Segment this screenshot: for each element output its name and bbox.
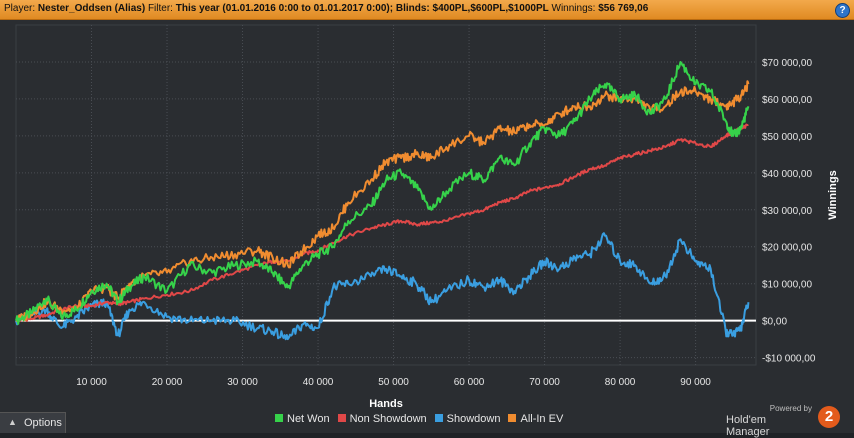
- y-tick-label: $0,00: [762, 317, 787, 328]
- chart-legend: Net Won Non Showdown Showdown All-In EV: [275, 413, 571, 427]
- y-tick-label: $60 000,00: [762, 95, 812, 106]
- x-tick-label: 90 000: [680, 377, 711, 388]
- y-tick-label: $20 000,00: [762, 243, 812, 254]
- options-label: Options: [24, 417, 62, 429]
- brand-badge-icon: 2: [818, 406, 840, 428]
- x-tick-label: 30 000: [227, 377, 258, 388]
- y-tick-label: $40 000,00: [762, 169, 812, 180]
- header-text: Player: Nester_Oddsen (Alias) Filter: Th…: [4, 3, 648, 14]
- legend-swatch: [508, 414, 517, 422]
- y-tick-label: $10 000,00: [762, 280, 812, 291]
- x-tick-label: 70 000: [529, 377, 560, 388]
- options-button[interactable]: ▲ Options: [0, 412, 66, 433]
- plot-area: [15, 24, 757, 366]
- legend-swatch: [275, 414, 283, 422]
- y-tick-label: $50 000,00: [762, 132, 812, 143]
- x-tick-label: 80 000: [605, 377, 636, 388]
- help-icon[interactable]: ?: [835, 3, 850, 18]
- caret-up-icon: ▲: [8, 417, 17, 427]
- legend-item[interactable]: All-In EV: [508, 413, 563, 425]
- y-tick-label: $30 000,00: [762, 206, 812, 217]
- legend-label: All-In EV: [520, 413, 564, 425]
- x-tick-label: 10 000: [76, 377, 107, 388]
- legend-swatch: [434, 414, 443, 422]
- series-line-net-won: [15, 61, 750, 325]
- x-tick-label: 50 000: [378, 377, 409, 388]
- winnings-value: $56 769,06: [598, 3, 649, 14]
- x-tick-label: 60 000: [454, 377, 485, 388]
- brand-logo: Powered by Hold'em Manager 2: [726, 404, 846, 438]
- x-axis-label: Hands: [369, 398, 403, 410]
- winnings-label: Winnings:: [551, 3, 596, 14]
- legend-item[interactable]: Showdown: [434, 413, 501, 425]
- series-line-showdown: [15, 232, 750, 341]
- winnings-chart: 10 000 20 000 30 000 40 000 50 000 60 000 70 0…: [15, 24, 839, 410]
- legend-swatch: [337, 414, 346, 422]
- powered-by-text: Powered by: [769, 404, 812, 413]
- y-axis-label: Winnings: [827, 170, 839, 219]
- x-tick-label: 20 000: [152, 377, 183, 388]
- player-label: Player:: [4, 3, 36, 14]
- series-line-non-showdown: [15, 123, 749, 322]
- legend-label: Showdown: [446, 413, 501, 425]
- legend-label: Net Won: [287, 413, 330, 425]
- x-tick-label: 40 000: [303, 377, 334, 388]
- y-tick-label: $70 000,00: [762, 58, 812, 69]
- legend-label: Non Showdown: [349, 413, 427, 425]
- filter-value: This year (01.01.2016 0:00 to 01.01.2017…: [175, 3, 549, 14]
- legend-item[interactable]: Net Won: [275, 413, 330, 425]
- y-tick-label: -$10 000,00: [762, 354, 816, 365]
- filter-label: Filter:: [147, 3, 173, 14]
- legend-item[interactable]: Non Showdown: [337, 413, 427, 425]
- brand-name: Hold'em Manager: [726, 414, 770, 438]
- player-name: Nester_Oddsen (Alias): [37, 3, 146, 14]
- filter-header-bar: Player: Nester_Oddsen (Alias) Filter: Th…: [0, 0, 854, 20]
